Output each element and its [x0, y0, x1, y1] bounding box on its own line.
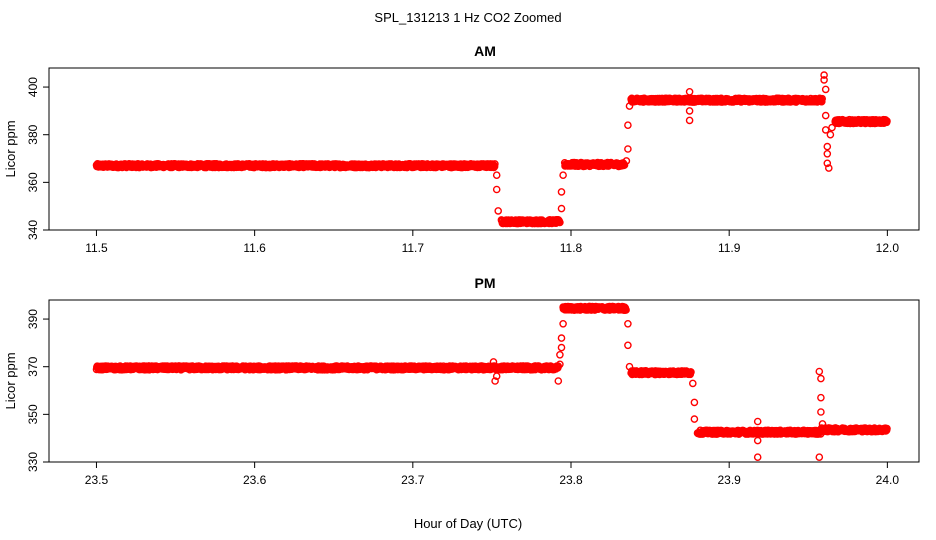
- pm-data-points: [92, 302, 891, 462]
- am-data-point: [557, 188, 566, 196]
- figure-title: SPL_131213 1 Hz CO2 Zoomed: [374, 10, 561, 25]
- pm-data-point: [557, 343, 566, 352]
- pm-data-point: [557, 334, 566, 342]
- pm-data-point: [559, 319, 567, 328]
- am-x-tick-label: 11.8: [560, 241, 583, 255]
- pm-y-tick-label: 390: [26, 309, 40, 329]
- am-data-point: [826, 130, 835, 139]
- am-y-tick-label: 360: [26, 172, 40, 192]
- am-data-point: [883, 117, 891, 125]
- pm-data-point: [753, 417, 762, 426]
- pm-data-point: [753, 453, 762, 462]
- am-data-points: [92, 71, 891, 228]
- pm-data-point: [690, 398, 699, 407]
- am-data-point: [820, 71, 828, 79]
- pm-data-point: [556, 350, 564, 359]
- pm-plot-frame: [48, 299, 920, 463]
- am-x-tick-label: 11.5: [85, 241, 108, 255]
- am-data-point: [818, 97, 826, 106]
- am-x-tick-label: 11.6: [243, 241, 266, 255]
- am-plot-frame: [48, 67, 920, 231]
- am-data-point: [685, 107, 694, 115]
- pm-panel: PM Licor ppm 23.5 23.6 23.7 23.8 23.9 24.0 330…: [3, 275, 920, 487]
- am-data-point: [622, 157, 631, 165]
- am-y-axis-label: Licor ppm: [3, 120, 18, 177]
- am-data-point: [825, 164, 833, 172]
- am-y-tick-label: 400: [26, 77, 40, 97]
- am-data-point: [624, 145, 632, 153]
- am-data-point: [820, 76, 828, 84]
- pm-y-axis-label: Licor ppm: [3, 352, 18, 409]
- am-data-point: [823, 159, 832, 168]
- pm-y-tick-label: 350: [26, 404, 40, 424]
- am-data-point: [492, 171, 501, 179]
- pm-data-point: [753, 436, 762, 445]
- am-data-point: [557, 204, 566, 213]
- pm-data-point: [624, 341, 632, 350]
- am-data-point: [494, 207, 503, 215]
- pm-panel-title: PM: [475, 275, 496, 291]
- pm-data-point: [817, 408, 825, 416]
- am-panel: AM Licor ppm 11.5 11.6 11.7 11.8 11.9 12.0 340…: [3, 43, 920, 255]
- am-x-tick-label: 11.9: [718, 241, 741, 255]
- am-data-point: [624, 121, 632, 129]
- pm-x-tick-label: 23.8: [559, 473, 583, 487]
- pm-data-point: [554, 377, 563, 385]
- am-data-point: [821, 85, 830, 94]
- am-y-tick-label: 340: [26, 220, 40, 240]
- pm-data-point: [815, 367, 824, 376]
- am-data-point: [491, 160, 499, 168]
- am-data-point: [818, 94, 827, 103]
- pm-x-tick-label: 23.9: [718, 473, 742, 487]
- am-x-tick-label: 11.7: [402, 241, 425, 255]
- x-axis-label: Hour of Day (UTC): [414, 516, 522, 531]
- pm-y-tick-label: 330: [26, 452, 40, 472]
- am-axis-ticks: 11.5 11.6 11.7 11.8 11.9 12.0 340 360 380 400: [26, 77, 899, 255]
- am-data-point: [492, 185, 501, 194]
- am-data-point: [821, 126, 830, 134]
- am-data-point: [823, 149, 832, 158]
- am-x-tick-label: 12.0: [876, 241, 900, 255]
- am-data-point: [625, 102, 634, 110]
- am-data-point: [685, 88, 694, 96]
- pm-data-point: [689, 379, 697, 388]
- am-data-point: [821, 111, 830, 120]
- pm-data-point: [817, 393, 825, 402]
- am-panel-title: AM: [474, 43, 496, 59]
- pm-x-tick-label: 23.5: [85, 473, 109, 487]
- am-data-point: [823, 142, 832, 151]
- pm-y-tick-label: 370: [26, 356, 40, 376]
- pm-x-tick-label: 23.6: [243, 473, 267, 487]
- am-data-point: [559, 171, 567, 179]
- am-y-tick-label: 380: [26, 124, 40, 144]
- pm-axis-ticks: 23.5 23.6 23.7 23.8 23.9 24.0 330 350 370 390: [26, 309, 899, 487]
- pm-data-point: [690, 415, 699, 423]
- pm-data-point: [817, 374, 825, 383]
- pm-data-point: [815, 453, 824, 462]
- am-data-point: [828, 123, 836, 132]
- am-data-point: [685, 116, 694, 125]
- am-data-point: [556, 218, 564, 227]
- am-data-point: [620, 161, 629, 169]
- pm-x-tick-label: 23.7: [401, 473, 425, 487]
- pm-x-tick-label: 24.0: [876, 473, 900, 487]
- am-data-point: [490, 162, 499, 171]
- pm-data-point: [624, 319, 632, 328]
